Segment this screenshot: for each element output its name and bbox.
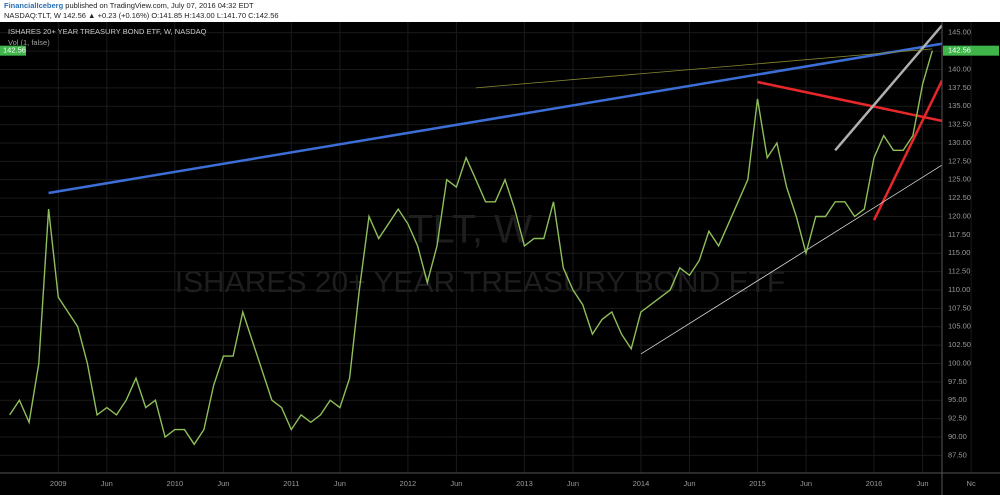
y-tick-label: 140.00 xyxy=(948,64,971,73)
grid xyxy=(0,22,972,473)
y-tick-label: 87.50 xyxy=(948,450,967,459)
price-tag-left xyxy=(0,45,26,56)
y-tick-label: 90.00 xyxy=(948,432,967,441)
price-tag-left-label: 142.56 xyxy=(3,46,26,55)
x-tick-label: 2014 xyxy=(633,479,650,488)
x-tick-label: Nc xyxy=(967,479,976,488)
x-tick-label: 2016 xyxy=(866,479,883,488)
chart: TLT, W ISHARES 20+ YEAR TREASURY BOND ET… xyxy=(0,22,1000,495)
x-tick-label: Jun xyxy=(800,479,812,488)
y-tick-label: 117.50 xyxy=(948,230,970,239)
trend-line xyxy=(757,80,942,123)
y-tick-label: 112.50 xyxy=(948,267,970,276)
x-tick-label: Jun xyxy=(683,479,695,488)
trend-line xyxy=(48,42,942,195)
price-line xyxy=(9,50,933,446)
y-tick-label: 130.00 xyxy=(948,138,971,147)
y-tick-label: 145.00 xyxy=(948,28,971,37)
y-tick-label: 135.00 xyxy=(948,101,971,110)
y-tick-label: 100.00 xyxy=(948,358,971,367)
y-tick-label: 95.00 xyxy=(948,395,967,404)
y-tick-label: 110.00 xyxy=(948,285,970,294)
y-tick-label: 107.50 xyxy=(948,303,971,312)
x-tick-label: Jun xyxy=(450,479,462,488)
y-tick-label: 105.00 xyxy=(948,322,971,331)
x-tick-label: Jun xyxy=(917,479,929,488)
publish-info: published on TradingView.com, July 07, 2… xyxy=(65,1,254,10)
author: FinancialIceberg xyxy=(4,1,64,10)
x-tick-label: Jun xyxy=(567,479,579,488)
background xyxy=(0,22,1000,495)
x-tick-label: 2011 xyxy=(283,479,299,488)
x-tick-label: 2015 xyxy=(749,479,766,488)
axes: 87.50 90.00 92.50 95.00 97.50 100.00 102.50 105… xyxy=(0,28,999,488)
price-tag-label: 142.56 xyxy=(948,46,971,55)
y-tick-label: 125.00 xyxy=(948,175,971,184)
y-tick-label: 137.50 xyxy=(948,83,971,92)
trend-line xyxy=(475,48,933,89)
y-tick-label: 115.00 xyxy=(948,248,970,257)
x-tick-label: Jun xyxy=(101,479,113,488)
watermark-symbol: TLT, W xyxy=(408,208,532,252)
y-tick-label: 92.50 xyxy=(948,414,967,423)
watermark-name: ISHARES 20+ YEAR TREASURY BOND ETF xyxy=(175,266,786,299)
trend-line xyxy=(834,24,942,152)
price-tag xyxy=(943,45,999,56)
x-tick-label: Jun xyxy=(334,479,346,488)
trend-line xyxy=(640,164,942,355)
y-tick-label: 102.50 xyxy=(948,340,971,349)
header: FinancialIceberg published on TradingVie… xyxy=(0,0,1000,22)
trend-line xyxy=(872,79,942,221)
y-tick-label: 122.50 xyxy=(948,193,971,202)
x-tick-label: 2013 xyxy=(516,479,533,488)
y-tick-label: 127.50 xyxy=(948,156,971,165)
y-tick-label: 132.50 xyxy=(948,120,971,129)
chart-title: ISHARES 20+ YEAR TREASURY BOND ETF, W, N… xyxy=(8,27,207,36)
plot xyxy=(9,24,942,446)
x-tick-label: 2012 xyxy=(400,479,417,488)
y-tick-label: 97.50 xyxy=(948,377,967,386)
quote-line: NASDAQ:TLT, W 142.56 ▲ +0.23 (+0.16%) O:… xyxy=(4,11,279,20)
publish-line: FinancialIceberg published on TradingVie… xyxy=(4,1,996,11)
y-tick-label: 120.00 xyxy=(948,211,971,220)
x-tick-label: 2009 xyxy=(50,479,67,488)
x-tick-label: Jun xyxy=(217,479,229,488)
volume-label: Vol (1, false) xyxy=(8,38,50,47)
x-tick-label: 2010 xyxy=(166,479,183,488)
